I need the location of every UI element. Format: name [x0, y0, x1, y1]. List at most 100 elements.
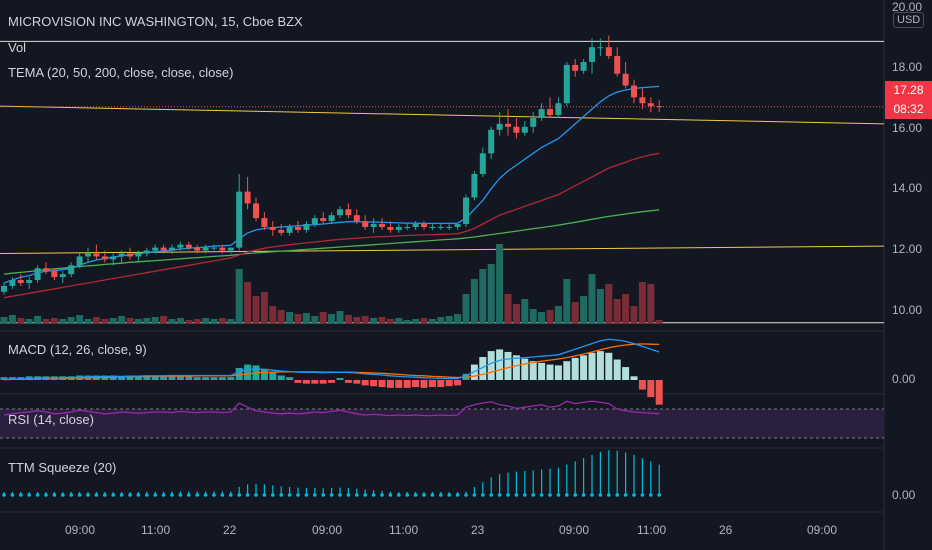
time-tick: 11:00: [141, 523, 171, 537]
candle-body: [530, 117, 537, 127]
candle-body: [177, 244, 184, 248]
time-tick: 26: [719, 523, 733, 537]
candle-body: [320, 218, 327, 222]
volume-bar: [605, 284, 613, 324]
ttm-dot: [632, 493, 636, 497]
ttm-dot: [287, 493, 292, 497]
volume-bar: [8, 315, 16, 324]
candle-body: [429, 226, 436, 228]
volume-bar: [613, 299, 621, 324]
candle-body: [345, 209, 352, 216]
tema-50-line: [3, 152, 660, 299]
ttm-dot: [615, 493, 619, 497]
candle-body: [471, 173, 478, 198]
candle-body: [93, 253, 100, 257]
candle-body: [505, 123, 511, 127]
volume-bar: [496, 244, 504, 324]
ttm-dot: [355, 493, 359, 497]
ttm-dot: [237, 493, 241, 497]
macd-line: [3, 338, 660, 381]
volume-bar: [361, 316, 369, 324]
candle-body: [538, 109, 545, 118]
candle-body: [202, 247, 209, 251]
volume-bar: [134, 319, 142, 324]
volume-bar: [412, 319, 420, 324]
macd-histogram-bar: [143, 375, 151, 380]
ttm-dot: [313, 493, 317, 497]
ttm-dot: [321, 493, 326, 497]
candle-body: [253, 203, 259, 219]
macd-histogram-bar: [588, 352, 596, 380]
candle-body: [311, 218, 318, 225]
macd-histogram-bar: [336, 378, 344, 380]
macd-histogram-bar: [286, 377, 294, 380]
ttm-dot: [388, 493, 393, 497]
candle-body: [85, 253, 91, 257]
ttm-dot: [296, 493, 300, 497]
volume-bar: [437, 317, 445, 324]
macd-zero-tick: 0.00: [892, 372, 916, 386]
macd-histogram-bar: [554, 365, 562, 380]
candle-body: [269, 226, 276, 230]
ttm-dot: [657, 493, 661, 497]
volume-bar: [193, 319, 201, 324]
candle-body: [295, 226, 301, 230]
volume-bar: [344, 315, 352, 324]
volume-bar: [227, 319, 235, 324]
ttm-dot: [489, 493, 494, 497]
time-tick: 11:00: [389, 523, 419, 537]
macd-histogram-bar: [563, 361, 571, 380]
time-tick: 09:00: [65, 523, 96, 537]
macd-histogram-bar: [269, 372, 277, 380]
volume-bar: [336, 311, 344, 324]
volume-bar: [571, 302, 579, 324]
volume-bar: [554, 306, 562, 324]
volume-bar: [34, 316, 42, 324]
volume-bar: [160, 316, 168, 324]
volume-bar: [101, 319, 109, 324]
candle-body: [580, 61, 587, 71]
macd-histogram-bar: [378, 380, 386, 388]
ttm-dot: [523, 493, 527, 497]
ttm-dot: [481, 493, 485, 497]
macd-histogram-bar: [370, 380, 378, 387]
candle-body: [169, 247, 175, 251]
macd-histogram-bar: [622, 367, 630, 380]
candle-body: [160, 247, 167, 251]
volume-bar: [17, 318, 25, 324]
ttm-dot: [497, 493, 502, 497]
ttm-dot: [77, 493, 82, 497]
macd-histogram-bar: [193, 377, 201, 380]
ttm-dot: [220, 493, 225, 497]
ttm-dot: [506, 493, 510, 497]
candle-body: [110, 256, 117, 260]
candle-body: [589, 47, 595, 62]
ttm-dot: [145, 493, 149, 497]
ttm-dot: [548, 493, 552, 497]
candle-body: [337, 209, 343, 216]
macd-histogram-bar: [0, 377, 8, 380]
candle-body: [463, 197, 469, 225]
candle-body: [605, 47, 612, 57]
volume-bar: [235, 269, 243, 324]
volume-bar: [210, 319, 218, 324]
volume-bar: [512, 304, 520, 324]
candle-body: [152, 247, 159, 251]
candle-body: [51, 271, 58, 278]
macd-label: MACD (12, 26, close, 9): [8, 342, 147, 357]
volume-bar: [622, 294, 630, 324]
volume-bar: [277, 310, 285, 324]
candle-body: [76, 256, 83, 266]
ttm-label: TTM Squeeze (20): [8, 460, 117, 475]
macd-histogram-bar: [546, 364, 554, 380]
currency-badge[interactable]: USD: [893, 12, 925, 28]
ttm-dot: [565, 493, 569, 497]
volume-bar: [126, 318, 134, 324]
candle-body: [68, 265, 75, 275]
candle-body: [370, 224, 377, 227]
ttm-dot: [111, 493, 115, 497]
ttm-dot: [598, 493, 603, 497]
volume-bar: [185, 320, 193, 324]
candle-body: [236, 191, 243, 248]
